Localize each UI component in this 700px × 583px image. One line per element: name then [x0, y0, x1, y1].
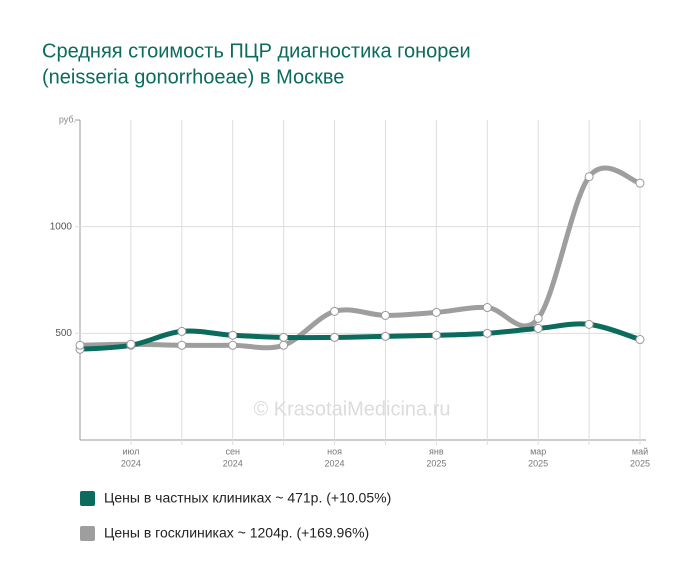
chart-title: (neisseria gonorrhoeae) в Москве [42, 66, 344, 88]
data-point [330, 332, 340, 342]
legend-label: Цены в госклиниках ~ 1204р. (+169.96%) [104, 525, 369, 541]
data-point [431, 307, 441, 317]
x-tick-label: июл [122, 446, 139, 456]
data-point [177, 326, 187, 336]
data-point [279, 332, 289, 342]
data-point [635, 335, 645, 345]
x-tick-label: май [632, 446, 648, 456]
x-tick-label: 2024 [121, 458, 141, 468]
legend-swatch [80, 526, 95, 541]
y-tick-label: 1000 [50, 221, 73, 232]
data-point [584, 319, 594, 329]
y-tick-label: 500 [55, 328, 72, 339]
y-unit: руб. [59, 114, 76, 124]
x-tick-label: мар [530, 446, 546, 456]
data-point [533, 313, 543, 323]
x-tick-label: 2025 [630, 458, 650, 468]
data-point [75, 340, 85, 350]
watermark: © KrasotaiMedicina.ru [253, 398, 450, 420]
x-tick-label: янв [429, 446, 444, 456]
data-point [533, 323, 543, 333]
legend-swatch [80, 491, 95, 506]
x-tick-label: 2024 [223, 458, 243, 468]
legend-label: Цены в частных клиниках ~ 471р. (+10.05%… [104, 490, 391, 506]
data-point [228, 340, 238, 350]
data-point [330, 306, 340, 316]
data-point [482, 328, 492, 338]
data-point [482, 303, 492, 313]
series-line [77, 165, 643, 351]
data-point [126, 339, 136, 349]
data-point [228, 330, 238, 340]
data-point [584, 172, 594, 182]
x-tick-label: 2025 [426, 458, 446, 468]
x-tick-label: 2025 [528, 458, 548, 468]
data-point [279, 340, 289, 350]
data-point [177, 340, 187, 350]
data-point [635, 178, 645, 188]
x-tick-label: сен [225, 446, 240, 456]
data-point [431, 330, 441, 340]
x-tick-label: ноя [327, 446, 342, 456]
chart-title: Средняя стоимость ПЦР диагностика гоноре… [42, 40, 471, 62]
x-tick-label: 2024 [325, 458, 345, 468]
data-point [380, 331, 390, 341]
data-point [380, 310, 390, 320]
